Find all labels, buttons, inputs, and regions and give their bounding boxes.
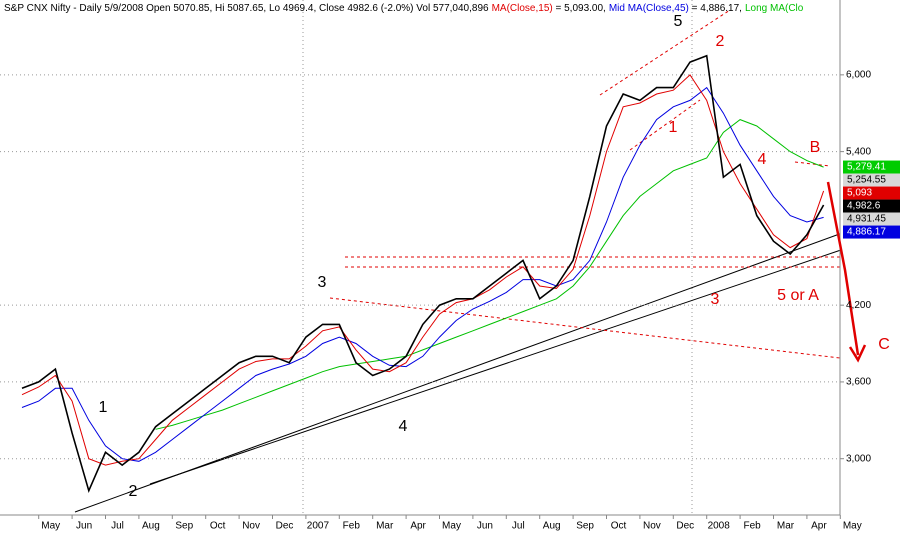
x-tick-label: 2007 — [307, 521, 330, 532]
x-tick-label: Nov — [242, 521, 260, 532]
forecast-arrow — [826, 181, 860, 356]
price-label-box — [843, 173, 900, 187]
x-tick-label: Jun — [477, 521, 493, 532]
x-tick-label: Dec — [276, 521, 294, 532]
series-line — [155, 119, 824, 430]
legend-entry: MA(Close,15) — [492, 3, 553, 14]
x-tick-label: May — [442, 521, 461, 532]
x-tick-label: Apr — [811, 521, 827, 532]
series-line — [21, 86, 824, 462]
series-line — [21, 54, 825, 494]
x-tick-label: Sep — [576, 521, 594, 532]
wave-label: 4 — [399, 418, 408, 435]
x-tick-label: Mar — [777, 521, 795, 532]
y-tick-label: 3,600 — [846, 377, 871, 388]
x-tick-label: Apr — [410, 521, 426, 532]
y-tick-label: 5,400 — [846, 146, 871, 157]
legend-value: = 4,886.17, — [689, 3, 742, 14]
x-tick-label: Oct — [611, 521, 627, 532]
wave-label: 4 — [758, 151, 767, 168]
wave-label: 5 or A — [777, 287, 819, 304]
price-label: 4,982.6 — [847, 201, 881, 212]
x-tick-label: May — [843, 521, 862, 532]
price-label-box — [843, 186, 900, 200]
legend-entry: Mid MA(Close,45) — [609, 3, 689, 14]
plot-area — [0, 0, 840, 515]
x-tick-label: Dec — [676, 521, 694, 532]
y-tick-label: 6,000 — [846, 69, 871, 80]
channel-line — [599, 9, 731, 96]
x-tick-label: Sep — [175, 521, 193, 532]
x-tick-label: 2008 — [708, 521, 731, 532]
price-label: 4,931.45 — [847, 214, 886, 225]
price-label-box — [843, 199, 900, 213]
x-tick-label: Nov — [643, 521, 661, 532]
x-tick-label: Aug — [142, 521, 160, 532]
wave-label: 1 — [99, 399, 108, 416]
price-label-box — [843, 225, 900, 239]
chart-header: S&P CNX Nifty - Daily 5/9/2008 Open 5070… — [4, 3, 804, 14]
x-tick-label: Mar — [376, 521, 394, 532]
price-label: 5,279.41 — [847, 162, 886, 173]
trend-line — [149, 249, 840, 485]
x-tick-label: Jun — [76, 521, 92, 532]
wave-label: 2 — [129, 483, 138, 500]
chart-title: S&P CNX Nifty - Daily 5/9/2008 Open 5070… — [4, 3, 489, 14]
wave-label: C — [878, 336, 890, 353]
price-label: 4,886.17 — [847, 227, 886, 238]
x-tick-label: Jul — [512, 521, 525, 532]
price-label: 5,254.55 — [847, 175, 886, 186]
y-tick-label: 4,200 — [846, 300, 871, 311]
wave-label: 5 — [674, 13, 683, 30]
price-label: 5,093 — [847, 188, 872, 199]
wave-label: 2 — [716, 33, 725, 50]
x-tick-label: Oct — [210, 521, 226, 532]
trend-line — [74, 233, 840, 513]
x-tick-label: Jul — [111, 521, 124, 532]
x-tick-label: May — [41, 521, 60, 532]
series-line — [21, 74, 825, 466]
wave-label: 3 — [711, 291, 720, 308]
wave-label: B — [810, 139, 821, 156]
legend-entry: Long MA(Clo — [745, 3, 804, 14]
channel-line — [329, 297, 840, 359]
wave-label: 3 — [318, 274, 327, 291]
price-label-box — [843, 160, 900, 174]
wave-label: 1 — [669, 119, 678, 136]
x-tick-label: Feb — [343, 521, 361, 532]
price-label-box — [843, 212, 900, 226]
forecast-arrowhead — [848, 344, 867, 363]
x-tick-label: Aug — [543, 521, 561, 532]
y-tick-label: 3,000 — [846, 453, 871, 464]
legend-value: = 5,093.00, — [553, 3, 606, 14]
x-tick-label: Feb — [743, 521, 761, 532]
